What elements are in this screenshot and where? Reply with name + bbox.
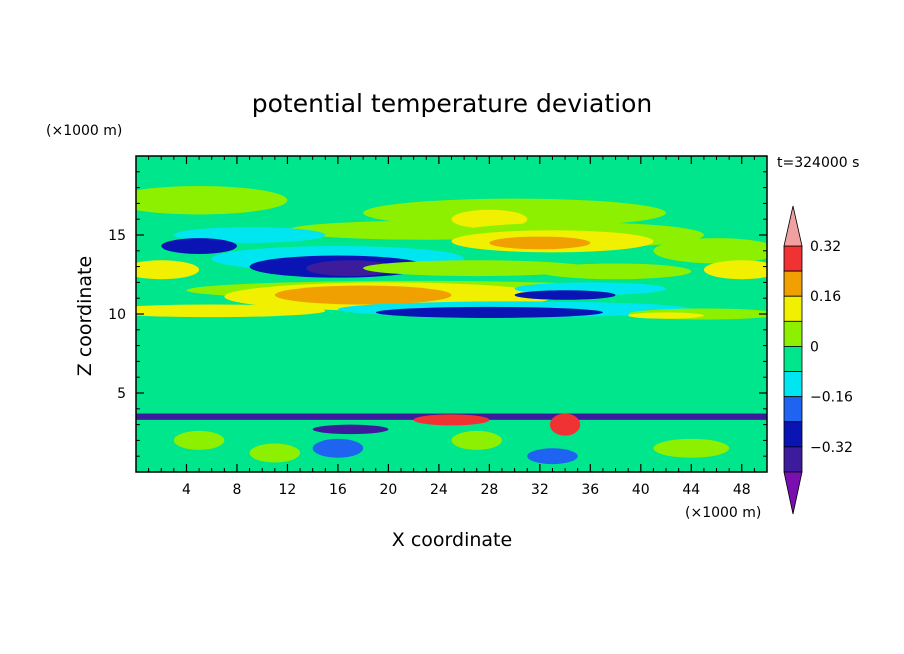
contour-region: [489, 236, 591, 250]
x-unit-label: (×1000 m): [685, 505, 761, 521]
y-unit-label: (×1000 m): [46, 123, 122, 139]
colorbar-segment: [783, 320, 803, 347]
x-axis-ticks: 4 8 12 16 20 24 28 32 36 40 44 48: [148, 156, 755, 498]
colorbar-label: 0.32: [810, 239, 841, 255]
colorbar-label: 0: [810, 339, 819, 355]
colorbar-label: 0.16: [810, 289, 841, 305]
y-axis-label: Z coordinate: [74, 256, 96, 376]
contour-region: [249, 443, 301, 463]
contour-region: [136, 304, 326, 318]
x-tick-label: 8: [232, 482, 241, 498]
colorbar-segment: [783, 346, 803, 372]
contour-region: [653, 238, 767, 264]
x-axis-label: X coordinate: [392, 529, 512, 551]
contour-region: [703, 260, 767, 280]
contour-region: [640, 321, 742, 386]
colorbar-segment: [783, 295, 803, 322]
chart-title: potential temperature deviation: [252, 89, 652, 118]
colorbar-segment: [783, 446, 803, 473]
contour-region: [375, 306, 603, 318]
contour-region: [274, 285, 452, 305]
colorbar-segment: [783, 245, 803, 272]
x-tick-label: 32: [531, 482, 549, 498]
y-tick-label: 10: [108, 307, 126, 323]
x-tick-label: 24: [430, 482, 448, 498]
contour-region: [464, 329, 540, 409]
contour-region: [527, 448, 578, 465]
colorbar: 0.32 0.16 0 −0.16 −0.32: [783, 205, 853, 515]
colorbar-segment: [783, 270, 803, 297]
contour-region: [161, 238, 237, 254]
x-tick-label: 36: [581, 482, 599, 498]
x-tick-label: 40: [632, 482, 650, 498]
contour-region: [539, 263, 692, 280]
contour-region: [173, 430, 225, 450]
x-tick-label: 16: [329, 482, 347, 498]
contour-region: [451, 209, 528, 229]
contour-region: [451, 430, 502, 450]
x-tick-label: 4: [182, 482, 191, 498]
x-tick-label: 44: [682, 482, 700, 498]
contour-region: [413, 414, 490, 426]
colorbar-min-arrow: [783, 471, 803, 515]
colorbar-max-arrow: [783, 205, 803, 247]
colorbar-segment: [783, 371, 803, 398]
contour-region: [136, 186, 288, 215]
colorbar-segment: [783, 421, 803, 448]
x-tick-label: 48: [733, 482, 751, 498]
colorbar-label: −0.32: [810, 440, 853, 456]
y-tick-label: 15: [108, 228, 126, 244]
contour-region: [628, 312, 704, 319]
contour-region: [312, 438, 364, 458]
time-label: t=324000 s: [777, 155, 859, 171]
contour-region: [363, 260, 591, 277]
contour-region: [148, 320, 376, 409]
x-tick-label: 12: [279, 482, 297, 498]
contour-region: [312, 424, 389, 435]
y-axis-ticks: 5 10 15: [108, 171, 767, 457]
x-tick-label: 28: [480, 482, 498, 498]
colorbar-label: −0.16: [810, 390, 853, 406]
contour-region: [306, 260, 395, 277]
contour-region: [136, 260, 200, 280]
contour-field: [136, 156, 767, 472]
x-tick-label: 20: [379, 482, 397, 498]
contour-region: [549, 413, 581, 436]
contour-region: [653, 438, 730, 458]
contour-region: [514, 290, 616, 300]
y-tick-label: 5: [117, 386, 126, 402]
colorbar-segment: [783, 396, 803, 423]
